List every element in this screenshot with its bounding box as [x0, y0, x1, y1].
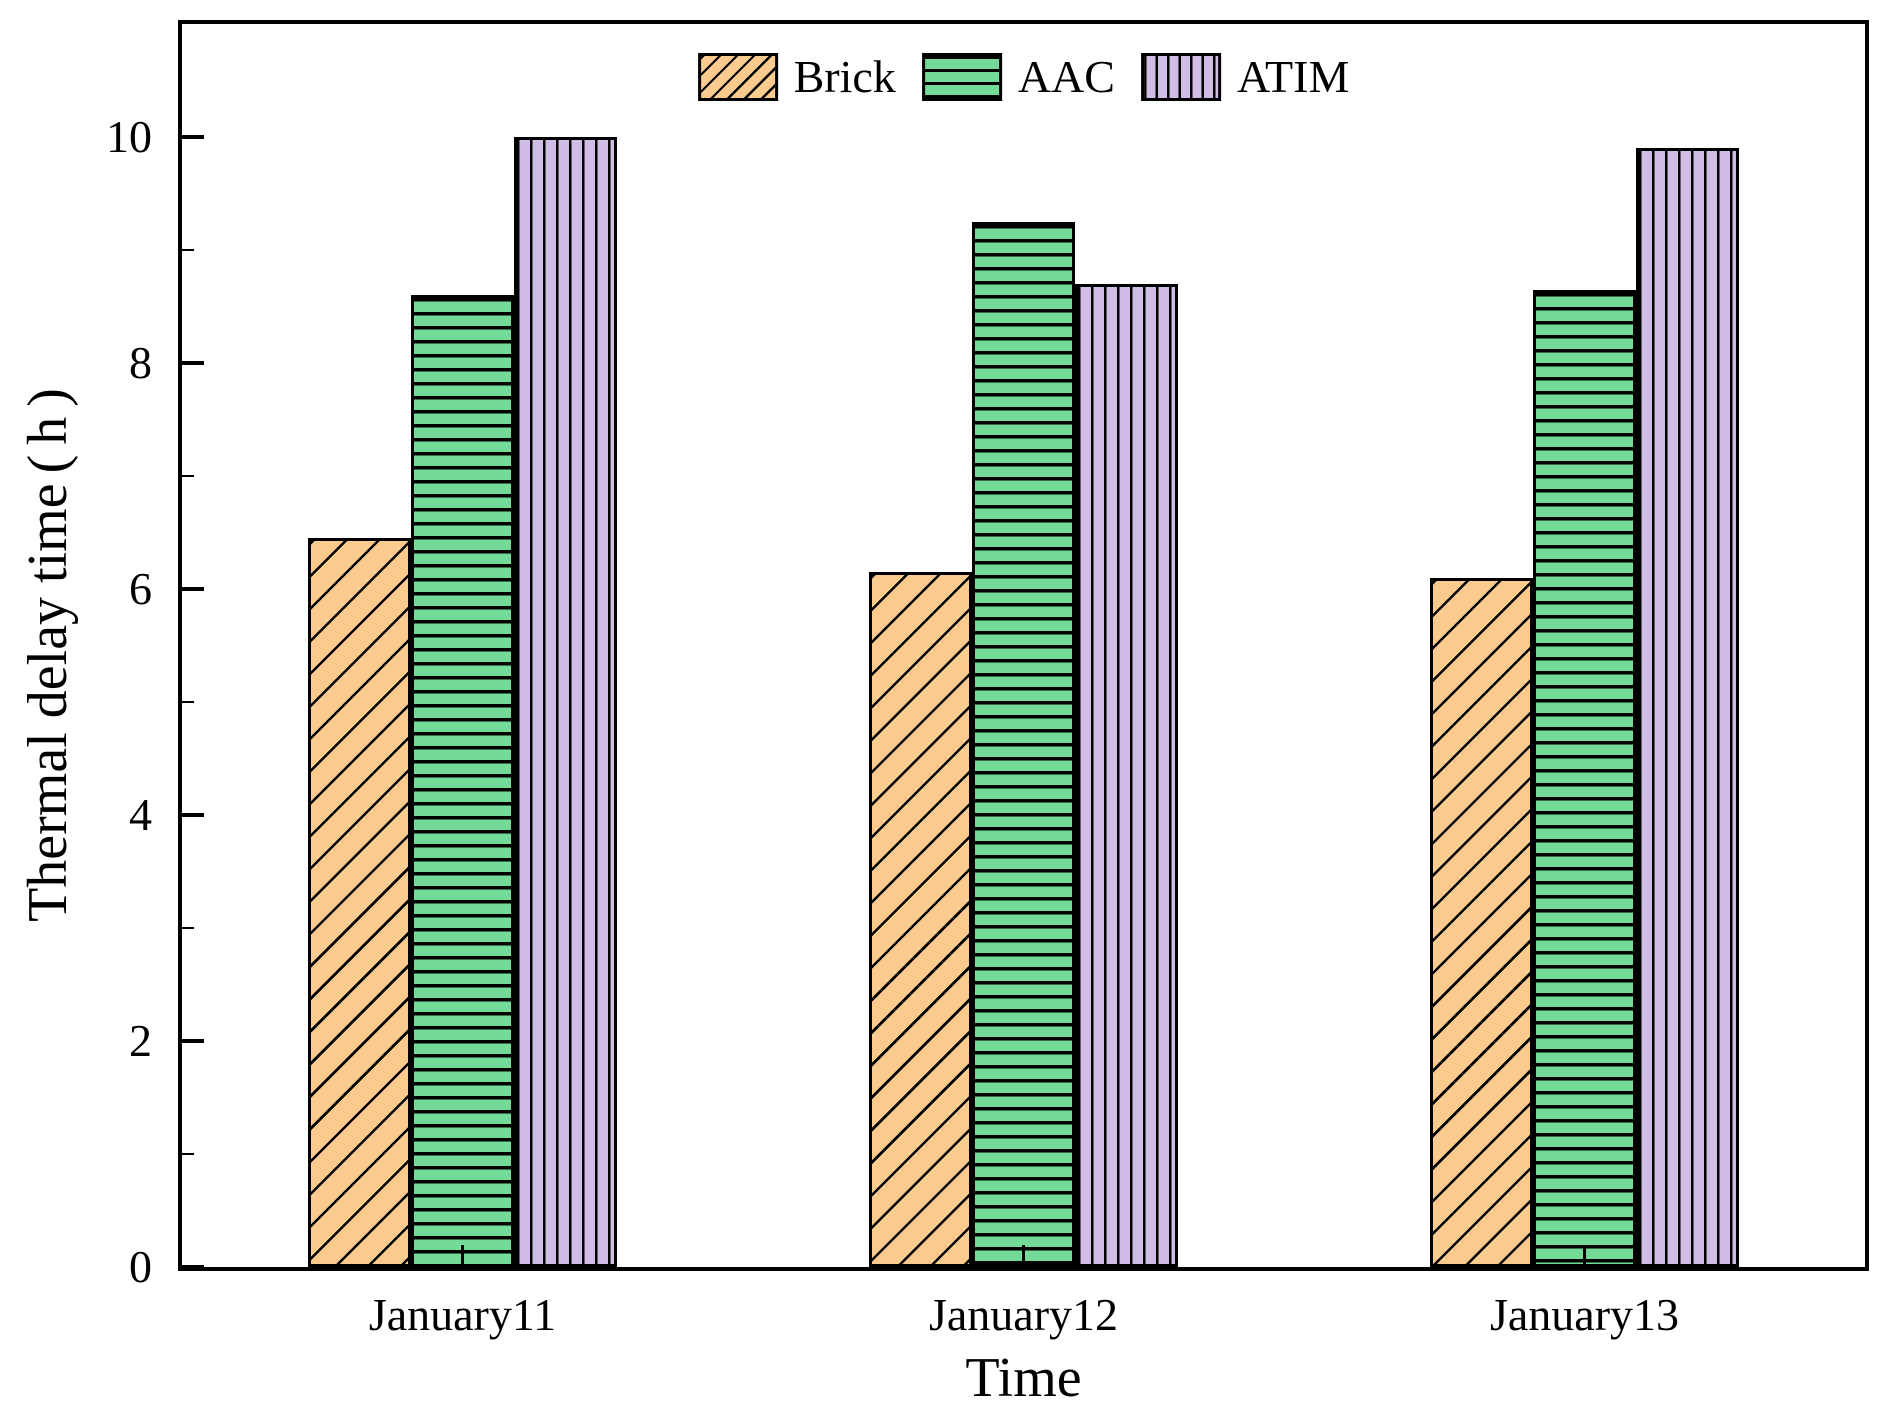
y-tick-label-4: 4 [129, 789, 152, 840]
legend-item-brick: Brick [697, 51, 896, 102]
bar-brick-january12 [869, 572, 972, 1267]
legend-label-aac: AAC [1017, 51, 1115, 102]
y-minor-tick-9 [182, 248, 194, 252]
y-tick-label-2: 2 [129, 1015, 152, 1066]
ylabel-open-paren: ( [17, 454, 79, 474]
y-minor-tick-3 [182, 926, 194, 930]
y-tick-label-8: 8 [129, 337, 152, 388]
y-major-tick-2 [182, 1039, 204, 1043]
y-tick-label-10: 10 [106, 111, 152, 162]
bar-atim-january11 [514, 137, 617, 1267]
legend-item-aac: AAC [921, 51, 1115, 102]
ylabel-close-paren: ) [17, 388, 79, 407]
bar-atim-january12 [1075, 283, 1178, 1267]
bar-atim-january13 [1636, 148, 1739, 1267]
bar-brick-january13 [1430, 577, 1533, 1267]
x-tick-january11 [460, 1245, 465, 1267]
y-tick-label-6: 6 [129, 563, 152, 614]
legend-label-atim: ATIM [1236, 51, 1350, 102]
x-axis-title: Time [965, 1347, 1082, 1409]
y-axis-title: Thermal delay time(h) [17, 378, 79, 922]
y-tick-label-0: 0 [129, 1241, 152, 1292]
legend-item-atim: ATIM [1140, 51, 1350, 102]
x-category-label-january11: January11 [368, 1289, 557, 1340]
y-major-tick-4 [182, 813, 204, 817]
bar-aac-january13 [1533, 289, 1636, 1267]
y-minor-tick-1 [182, 1152, 194, 1156]
y-major-tick-0 [182, 1265, 204, 1269]
y-minor-tick-7 [182, 474, 194, 478]
y-minor-tick-5 [182, 700, 194, 704]
bar-brick-january11 [308, 538, 411, 1267]
legend-swatch-aac-icon [921, 53, 1002, 101]
y-major-tick-10 [182, 135, 204, 139]
x-category-label-january12: January12 [928, 1289, 1119, 1340]
x-tick-january12 [1021, 1245, 1026, 1267]
y-major-tick-6 [182, 587, 204, 591]
legend: Brick AAC ATIM [697, 51, 1350, 102]
y-major-tick-8 [182, 361, 204, 365]
bar-aac-january12 [972, 221, 1075, 1267]
x-category-label-january13: January13 [1489, 1289, 1680, 1340]
legend-swatch-atim-icon [1140, 53, 1221, 101]
plot-area: 0 2 4 6 8 10 January11 January12 January13 Brick A… [106, 20, 1869, 1340]
legend-swatch-brick-icon [697, 53, 778, 101]
legend-label-brick: Brick [793, 51, 896, 102]
bar-aac-january11 [411, 295, 514, 1267]
x-tick-january13 [1582, 1245, 1587, 1267]
